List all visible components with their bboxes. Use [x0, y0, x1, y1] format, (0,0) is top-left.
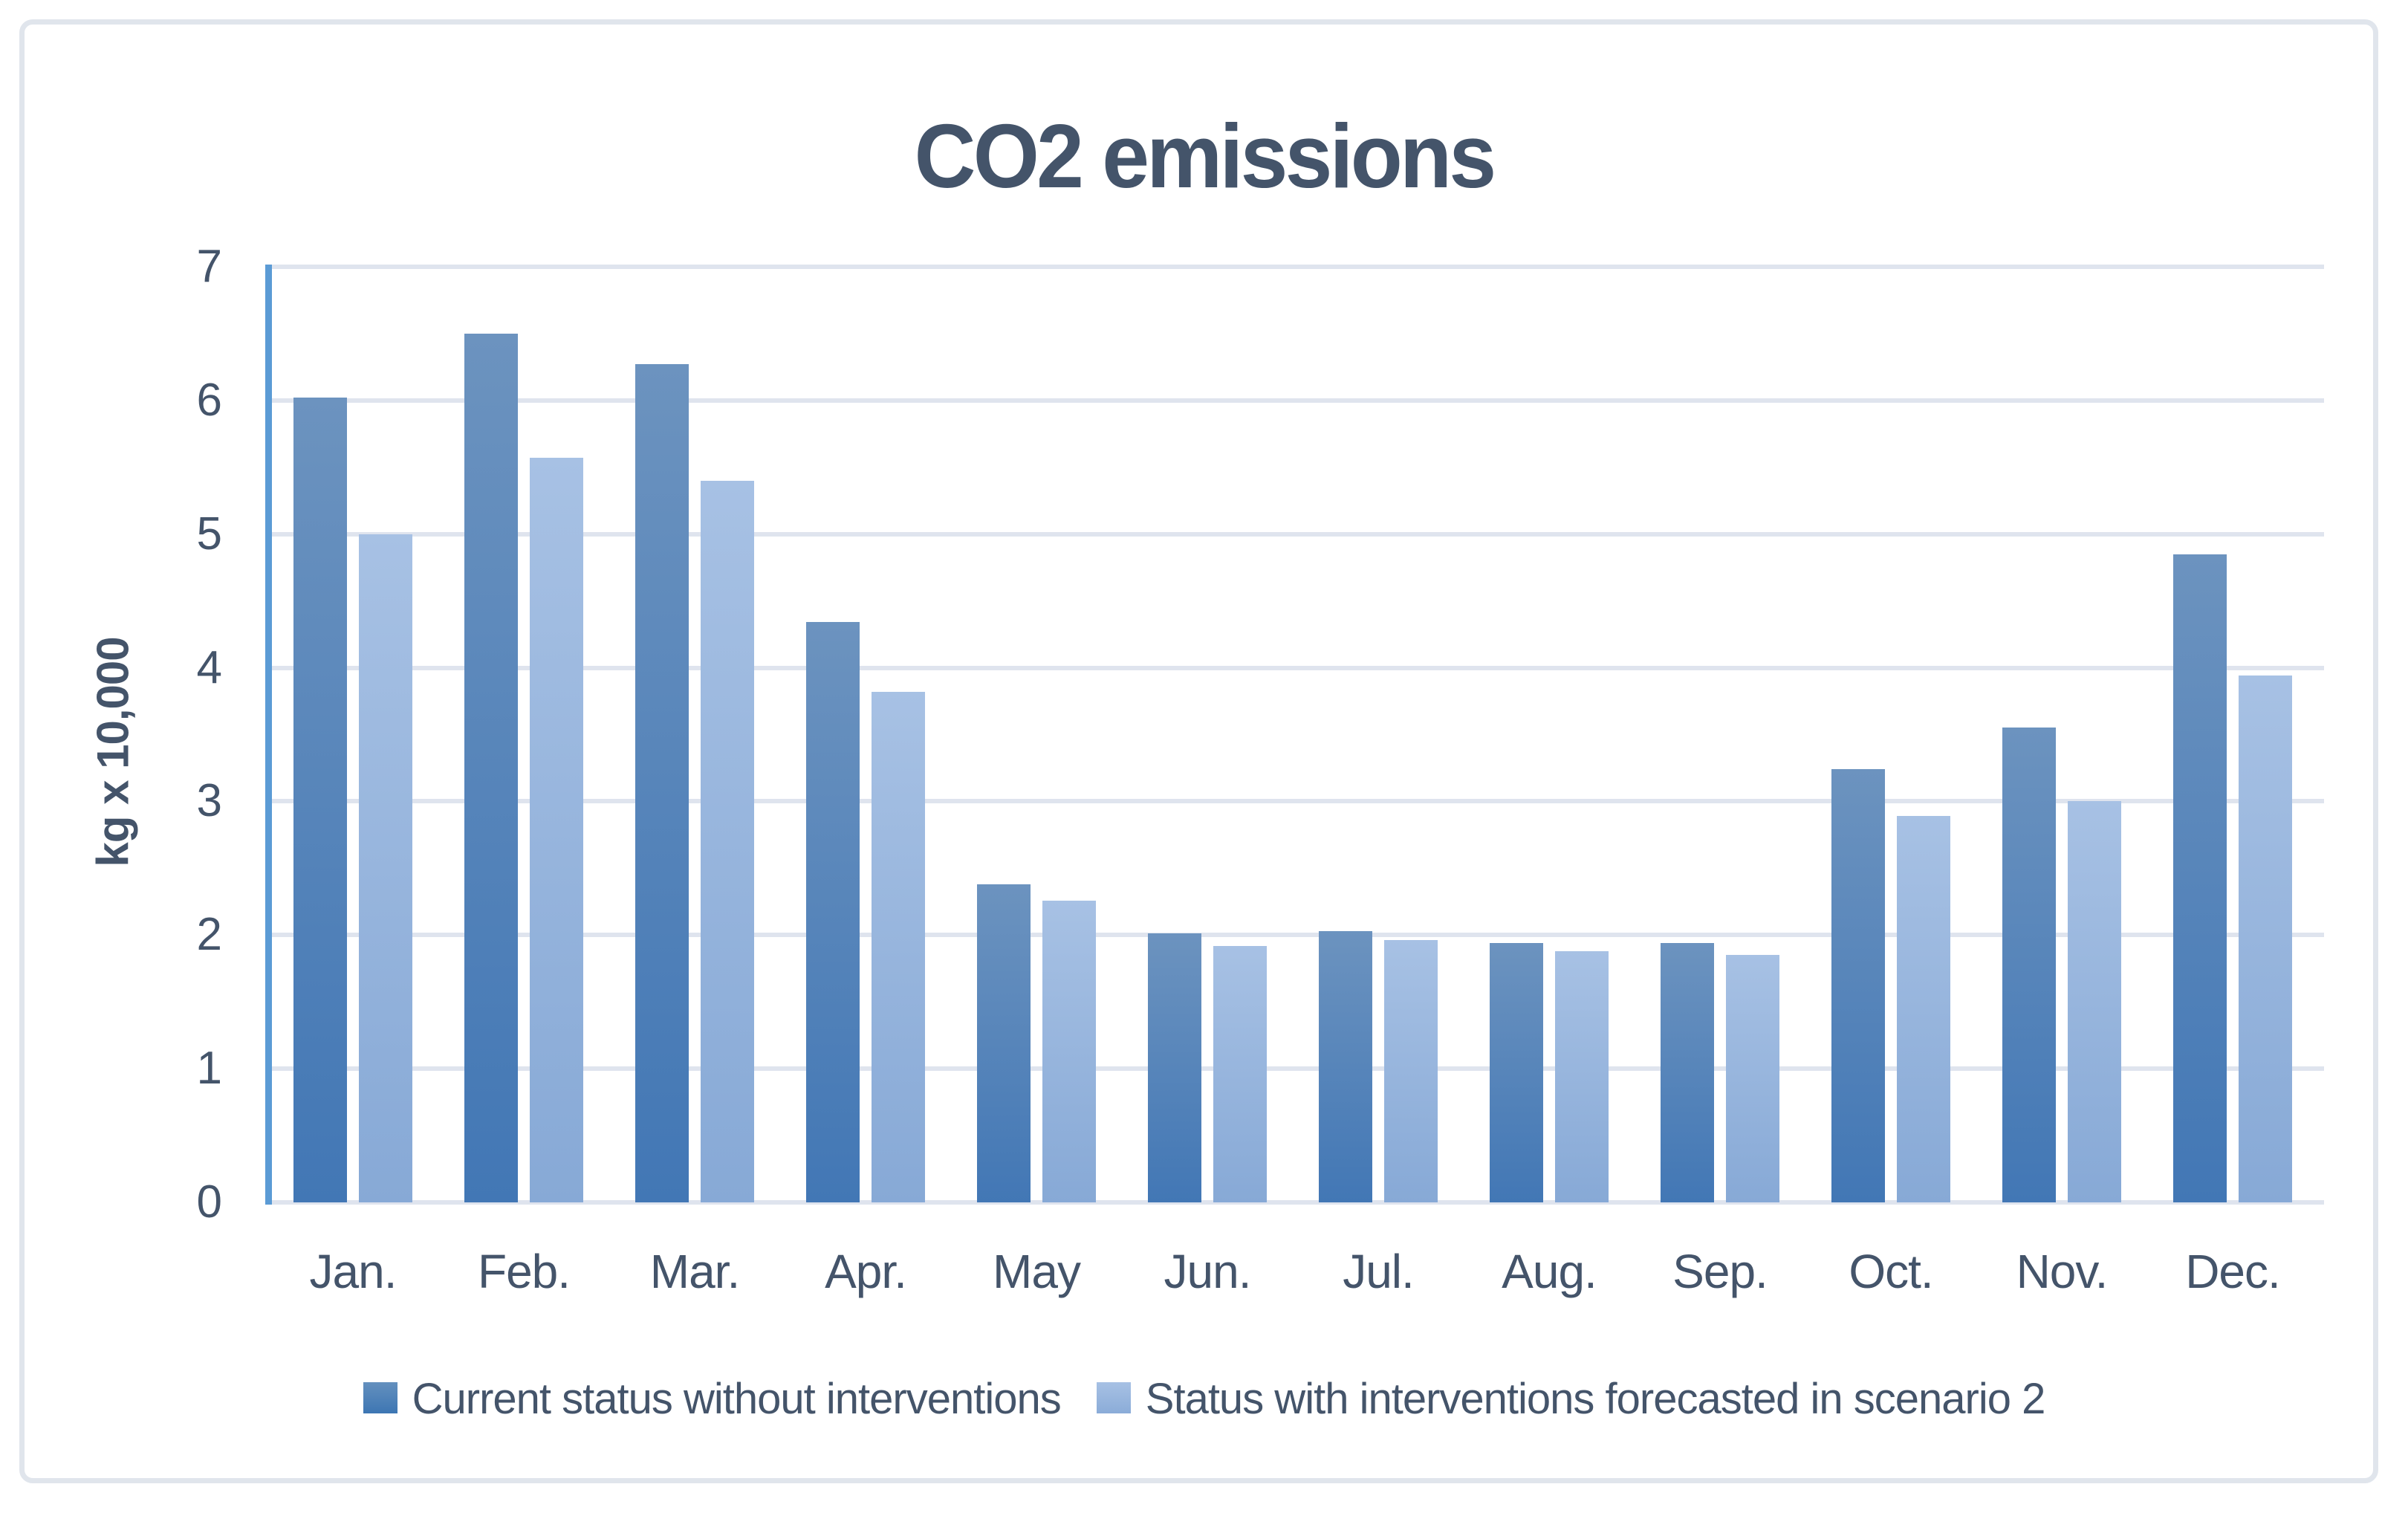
chart-title: CO2 emissions [914, 105, 1496, 207]
y-tick-6: 6 [196, 374, 222, 426]
bar-series2-jul [1384, 940, 1438, 1202]
y-axis-title: kg x 10,000 [88, 637, 138, 867]
y-tick-0: 0 [196, 1176, 222, 1228]
bar-series1-jan [293, 398, 347, 1202]
bar-series1-jul [1319, 930, 1372, 1202]
bar-series1-feb [464, 333, 518, 1202]
bar-series1-nov [2002, 728, 2056, 1202]
bar-series1-aug [1490, 943, 1543, 1202]
bar-series2-nov [2068, 801, 2121, 1202]
bar-series1-jun [1148, 933, 1201, 1202]
x-tick-mar: Mar. [649, 1245, 740, 1298]
gridline-3 [266, 799, 2324, 804]
gridline-5 [266, 531, 2324, 537]
x-tick-jul: Jul. [1343, 1245, 1415, 1298]
bar-series2-apr [872, 691, 925, 1202]
legend-item-scenario2: Status with interventions forecasted in … [1096, 1375, 2046, 1424]
x-tick-feb: Feb. [477, 1245, 571, 1298]
x-tick-may: May [993, 1245, 1081, 1298]
x-tick-jun: Jun. [1164, 1245, 1252, 1298]
gridline-1 [266, 1066, 2324, 1072]
y-tick-5: 5 [196, 508, 222, 560]
bar-series1-sep [1661, 943, 1714, 1202]
x-tick-dec: Dec. [2185, 1245, 2281, 1298]
bar-series2-jan [359, 534, 412, 1202]
bar-series1-oct [1831, 769, 1885, 1202]
x-tick-oct: Oct. [1849, 1245, 1933, 1298]
bar-series2-aug [1555, 950, 1609, 1202]
legend-swatch-current [363, 1382, 397, 1413]
bar-series1-dec [2173, 554, 2227, 1202]
legend: Current status without interventions Sta… [0, 1375, 2408, 1424]
x-tick-nov: Nov. [2016, 1245, 2109, 1298]
y-axis-line [265, 265, 272, 1205]
y-tick-4: 4 [196, 641, 222, 693]
bar-series1-mar [635, 364, 689, 1202]
legend-label-current: Current status without interventions [412, 1375, 1062, 1423]
y-tick-7: 7 [196, 240, 222, 292]
bar-series2-oct [1897, 816, 1950, 1202]
x-tick-jan: Jan. [309, 1245, 397, 1298]
bar-series2-may [1042, 900, 1096, 1202]
bar-series2-sep [1726, 955, 1779, 1202]
bar-series2-mar [701, 480, 754, 1202]
bar-series2-feb [530, 458, 583, 1202]
x-tick-apr: Apr. [825, 1245, 907, 1298]
x-tick-aug: Aug. [1502, 1245, 1597, 1298]
gridline-2 [266, 933, 2324, 938]
bar-series2-dec [2239, 675, 2292, 1202]
gridline-7 [266, 264, 2324, 269]
legend-item-current: Current status without interventions [363, 1375, 1062, 1424]
gridline-6 [266, 398, 2324, 403]
legend-label-scenario2: Status with interventions forecasted in … [1145, 1375, 2046, 1423]
bar-series1-may [977, 884, 1031, 1202]
y-tick-2: 2 [196, 909, 222, 961]
legend-swatch-scenario2 [1096, 1382, 1131, 1413]
y-tick-1: 1 [196, 1043, 222, 1095]
gridline-0 [266, 1200, 2324, 1205]
bar-series1-apr [806, 622, 860, 1202]
gridline-4 [266, 665, 2324, 670]
x-tick-sep: Sep. [1672, 1245, 1768, 1298]
y-tick-3: 3 [196, 775, 222, 827]
bar-series2-jun [1213, 945, 1267, 1202]
